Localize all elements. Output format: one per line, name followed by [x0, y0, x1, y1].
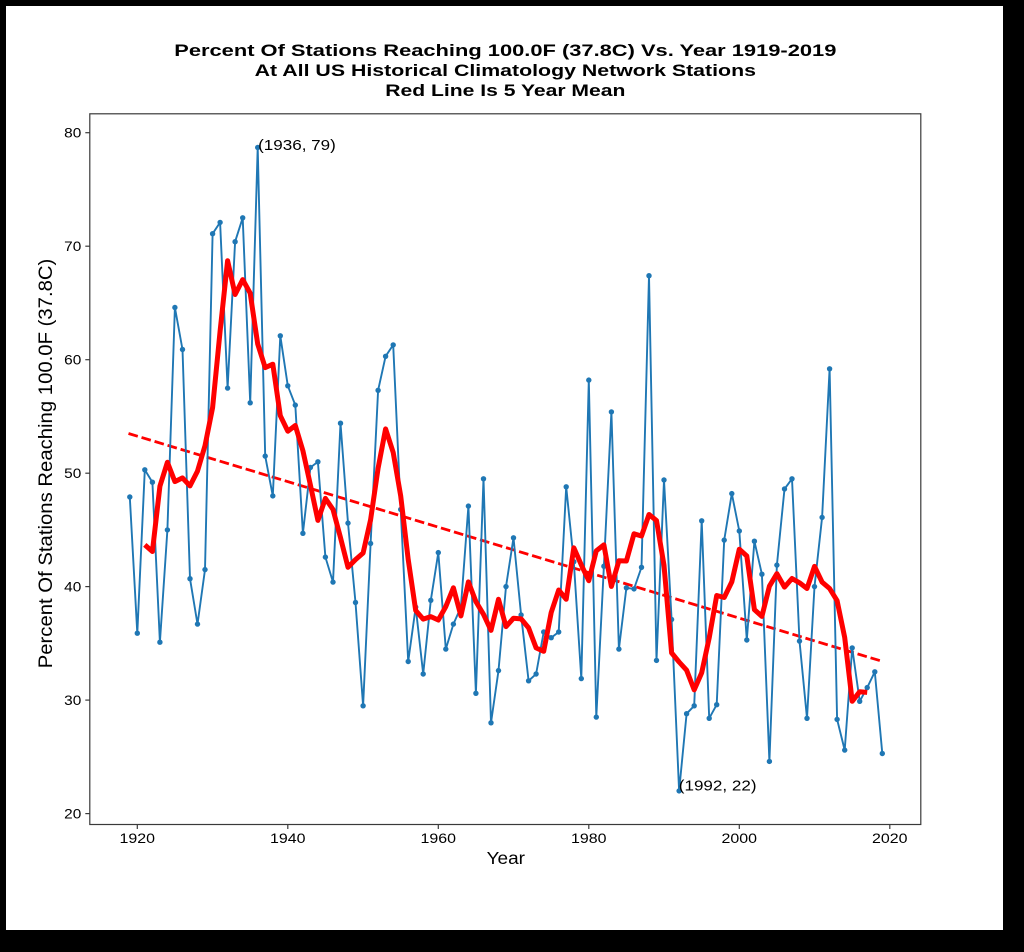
svg-text:20: 20: [64, 807, 81, 822]
svg-text:(1992, 22): (1992, 22): [679, 778, 757, 794]
svg-text:At All US Historical Climatolo: At All US Historical Climatology Network…: [255, 62, 756, 80]
svg-text:80: 80: [64, 126, 81, 141]
svg-text:1980: 1980: [571, 831, 606, 847]
svg-text:(1936, 79): (1936, 79): [258, 138, 336, 154]
svg-text:Percent Of Stations Reaching 1: Percent Of Stations Reaching 100.0F (37.…: [36, 259, 57, 669]
svg-text:Year: Year: [487, 848, 525, 868]
svg-text:30: 30: [64, 694, 81, 709]
svg-text:Percent Of Stations Reaching 1: Percent Of Stations Reaching 100.0F (37.…: [174, 42, 836, 60]
svg-text:2020: 2020: [872, 831, 907, 847]
svg-text:70: 70: [64, 240, 81, 255]
svg-text:2000: 2000: [722, 831, 757, 847]
svg-text:50: 50: [64, 467, 81, 482]
svg-text:1920: 1920: [120, 831, 155, 847]
svg-text:40: 40: [64, 580, 81, 595]
svg-text:Red Line Is 5 Year Mean: Red Line Is 5 Year Mean: [385, 82, 625, 100]
svg-text:1960: 1960: [421, 831, 456, 847]
svg-text:60: 60: [64, 353, 81, 368]
svg-text:1940: 1940: [270, 831, 305, 847]
